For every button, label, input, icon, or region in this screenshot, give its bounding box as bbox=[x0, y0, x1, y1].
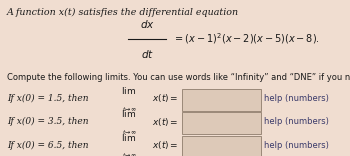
Text: $t\!\to\!\infty$: $t\!\to\!\infty$ bbox=[122, 128, 137, 136]
Text: $dx$: $dx$ bbox=[140, 18, 154, 30]
Text: If x(0) = 1.5, then: If x(0) = 1.5, then bbox=[7, 94, 91, 103]
Text: $x(t) =$: $x(t) =$ bbox=[152, 116, 179, 128]
Text: If x(0) = 6.5, then: If x(0) = 6.5, then bbox=[7, 141, 91, 150]
FancyBboxPatch shape bbox=[182, 136, 261, 156]
Text: $\lim$: $\lim$ bbox=[121, 108, 136, 119]
Text: A function x(t) satisfies the differential equation: A function x(t) satisfies the differenti… bbox=[7, 8, 239, 17]
Text: $= (x-1)^2(x-2)(x-5)(x-8).$: $= (x-1)^2(x-2)(x-5)(x-8).$ bbox=[173, 32, 320, 46]
Text: If x(0) = 3.5, then: If x(0) = 3.5, then bbox=[7, 117, 91, 126]
Text: help (numbers): help (numbers) bbox=[264, 94, 329, 103]
Text: $\lim$: $\lim$ bbox=[121, 132, 136, 143]
Text: $t\!\to\!\infty$: $t\!\to\!\infty$ bbox=[122, 151, 137, 156]
FancyBboxPatch shape bbox=[182, 89, 261, 111]
Text: $x(t) =$: $x(t) =$ bbox=[152, 92, 179, 104]
Text: help (numbers): help (numbers) bbox=[264, 141, 329, 150]
Text: $\lim$: $\lim$ bbox=[121, 85, 136, 96]
Text: $x(t) =$: $x(t) =$ bbox=[152, 139, 179, 151]
Text: help (numbers): help (numbers) bbox=[264, 117, 329, 126]
FancyBboxPatch shape bbox=[182, 112, 261, 134]
Text: Compute the following limits. You can use words like “Infinity” and “DNE” if you: Compute the following limits. You can us… bbox=[7, 73, 350, 82]
Text: $dt$: $dt$ bbox=[140, 48, 154, 60]
Text: $t\!\to\!\infty$: $t\!\to\!\infty$ bbox=[122, 105, 137, 112]
